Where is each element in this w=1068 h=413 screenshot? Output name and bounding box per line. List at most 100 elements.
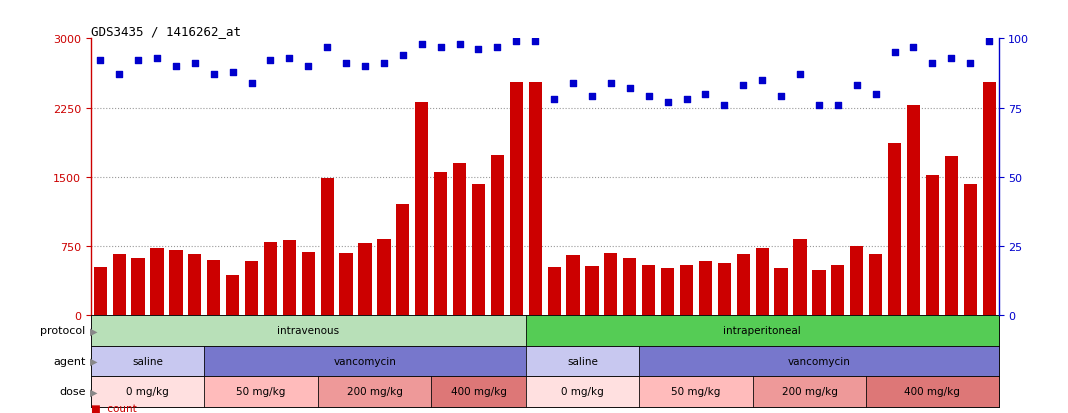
Point [791, 72, 808, 78]
Bar [169, 251, 183, 315]
Bar [640, 346, 999, 376]
Text: 0 mg/kg: 0 mg/kg [561, 387, 603, 396]
Bar [94, 268, 107, 315]
Text: ▶: ▶ [90, 387, 97, 396]
Point [244, 80, 261, 87]
Text: ▶: ▶ [90, 356, 97, 366]
Bar [926, 176, 939, 315]
Bar [888, 143, 901, 315]
Point [451, 41, 468, 48]
Bar [453, 164, 467, 315]
Text: GSM189055: GSM189055 [266, 318, 274, 364]
Point [546, 97, 563, 103]
Text: ■  count: ■ count [91, 403, 137, 413]
Point [129, 58, 146, 64]
Point [92, 58, 109, 64]
Bar [850, 246, 863, 315]
Bar [91, 315, 525, 346]
Text: GSM189073: GSM189073 [568, 318, 578, 364]
Text: GSM189094: GSM189094 [965, 318, 975, 364]
Text: GSM189074: GSM189074 [587, 318, 596, 364]
Bar [566, 256, 580, 315]
Point [961, 61, 978, 67]
Point [678, 97, 695, 103]
Text: GSM189065: GSM189065 [436, 318, 445, 364]
Text: dose: dose [59, 387, 85, 396]
Point [357, 64, 374, 70]
Text: GSM189081: GSM189081 [720, 318, 728, 364]
Bar [525, 376, 640, 407]
Text: GSM189080: GSM189080 [701, 318, 710, 364]
Text: 50 mg/kg: 50 mg/kg [236, 387, 285, 396]
Bar [472, 185, 485, 315]
Text: saline: saline [567, 356, 598, 366]
Bar [737, 254, 750, 315]
Text: GSM189086: GSM189086 [815, 318, 823, 364]
Point [848, 83, 865, 90]
Bar [131, 258, 144, 315]
Bar [91, 376, 204, 407]
Text: GSM189088: GSM189088 [852, 318, 861, 364]
Text: GSM189064: GSM189064 [418, 318, 426, 364]
Text: GSM189075: GSM189075 [607, 318, 615, 364]
Point [754, 77, 771, 84]
Bar [794, 240, 806, 315]
Point [659, 100, 676, 106]
Bar [661, 268, 674, 315]
Point [527, 39, 544, 45]
Text: GSM189087: GSM189087 [833, 318, 843, 364]
Bar [431, 376, 525, 407]
Bar [226, 276, 239, 315]
Point [300, 64, 317, 70]
Text: 400 mg/kg: 400 mg/kg [451, 387, 506, 396]
Bar [264, 242, 277, 315]
Text: 50 mg/kg: 50 mg/kg [672, 387, 721, 396]
Text: 400 mg/kg: 400 mg/kg [905, 387, 960, 396]
Text: GSM189079: GSM189079 [682, 318, 691, 364]
Text: 0 mg/kg: 0 mg/kg [126, 387, 169, 396]
Point [148, 55, 166, 62]
Point [735, 83, 752, 90]
Bar [604, 254, 617, 315]
Point [281, 55, 298, 62]
Point [811, 102, 828, 109]
Text: GSM189090: GSM189090 [890, 318, 899, 364]
Text: GSM189078: GSM189078 [663, 318, 672, 364]
Bar [245, 261, 258, 315]
Point [867, 91, 884, 98]
Bar [755, 248, 769, 315]
Bar [377, 240, 391, 315]
Bar [320, 178, 334, 315]
Text: vancomycin: vancomycin [787, 356, 850, 366]
Point [318, 44, 335, 51]
Point [507, 39, 524, 45]
Point [886, 50, 904, 56]
Text: GSM189071: GSM189071 [531, 318, 539, 364]
Text: GSM189050: GSM189050 [171, 318, 180, 364]
Point [262, 58, 279, 64]
Bar [509, 83, 523, 315]
Bar [359, 244, 372, 315]
Point [470, 47, 487, 54]
Bar [907, 105, 921, 315]
Point [168, 64, 185, 70]
Text: intraperitoneal: intraperitoneal [723, 325, 801, 335]
Point [413, 41, 430, 48]
Text: GSM189053: GSM189053 [229, 318, 237, 364]
Bar [548, 268, 561, 315]
Point [602, 80, 619, 87]
Text: 200 mg/kg: 200 mg/kg [782, 387, 837, 396]
Bar [585, 266, 598, 315]
Bar [188, 254, 202, 315]
Point [565, 80, 582, 87]
Text: GSM189049: GSM189049 [153, 318, 161, 364]
Text: GSM189082: GSM189082 [739, 318, 748, 364]
Text: 200 mg/kg: 200 mg/kg [346, 387, 403, 396]
Point [489, 44, 506, 51]
Text: GSM189072: GSM189072 [550, 318, 559, 364]
Bar [698, 261, 712, 315]
Bar [525, 315, 999, 346]
Bar [204, 346, 525, 376]
Point [433, 44, 450, 51]
Bar [340, 254, 352, 315]
